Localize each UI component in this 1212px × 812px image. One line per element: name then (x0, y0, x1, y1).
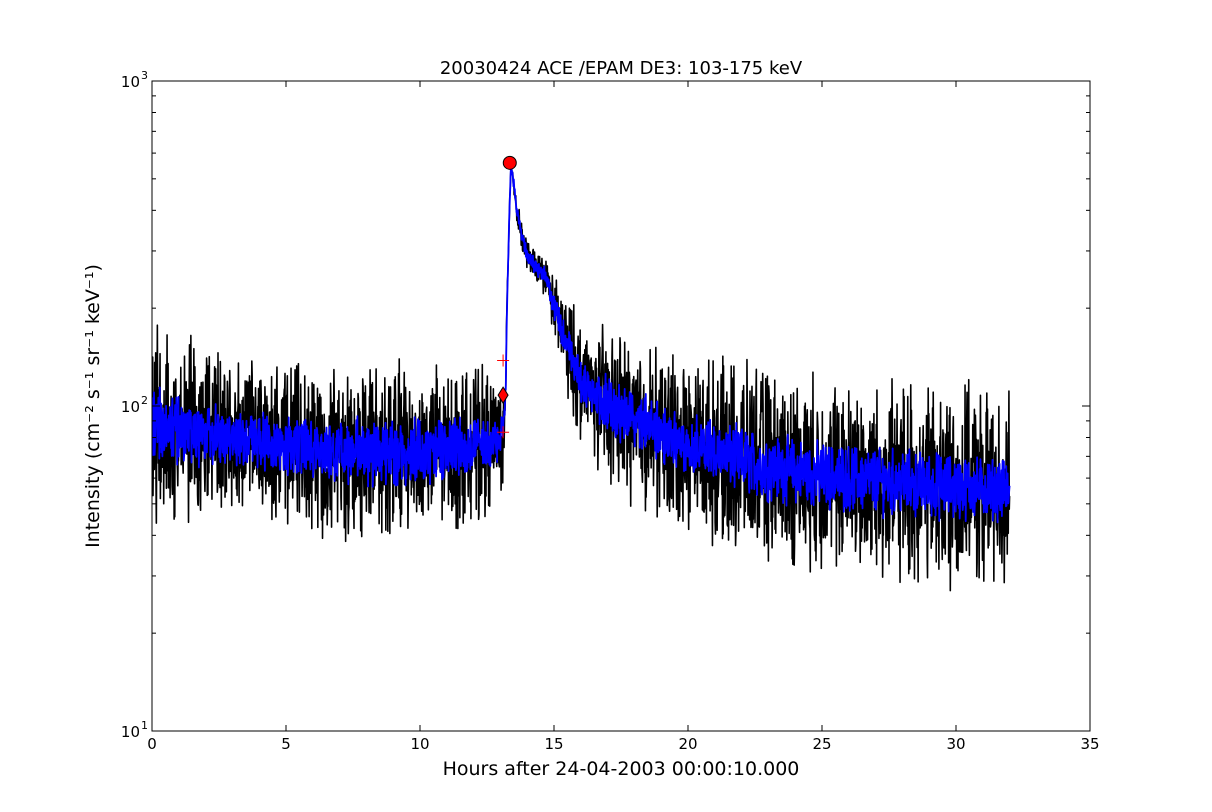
y-tick-exponent: 3 (141, 69, 148, 82)
x-tick-label: 0 (147, 735, 157, 753)
marker-plus-4 (497, 426, 510, 439)
tick-layer (151, 80, 1091, 732)
x-tick-label: 20 (678, 735, 697, 753)
y-tick-label: 10 (121, 73, 140, 91)
chart-title: 20030424 ACE /EPAM DE3: 103-175 keV (440, 58, 803, 79)
series-layer (152, 162, 1011, 592)
x-tick-labels: 0 5 10 15 20 25 30 35 (147, 735, 1099, 753)
marker-circle-1 (502, 155, 517, 170)
plot-area (151, 80, 1091, 732)
marker-plus-3 (497, 354, 510, 367)
y-axis-label: Intensity (cm⁻² s⁻¹ sr⁻¹ keV⁻¹) (82, 264, 104, 548)
marker-diamond-2 (497, 386, 509, 405)
y-tick-exponent: 1 (141, 719, 148, 732)
x-tick-label: 10 (410, 735, 429, 753)
y-tick-exponent: 2 (141, 394, 148, 407)
marker-layer (497, 155, 517, 439)
x-axis-label: Hours after 24-04-2003 00:00:10.000 (443, 758, 800, 780)
x-tick-label: 15 (544, 735, 563, 753)
x-tick-label: 25 (812, 735, 831, 753)
x-tick-label: 5 (281, 735, 291, 753)
x-tick-label: 30 (946, 735, 965, 753)
y-tick-label: 10 (121, 398, 140, 416)
series-line-2 (152, 162, 1011, 524)
y-tick-label: 10 (121, 723, 140, 741)
x-tick-label: 35 (1080, 735, 1099, 753)
